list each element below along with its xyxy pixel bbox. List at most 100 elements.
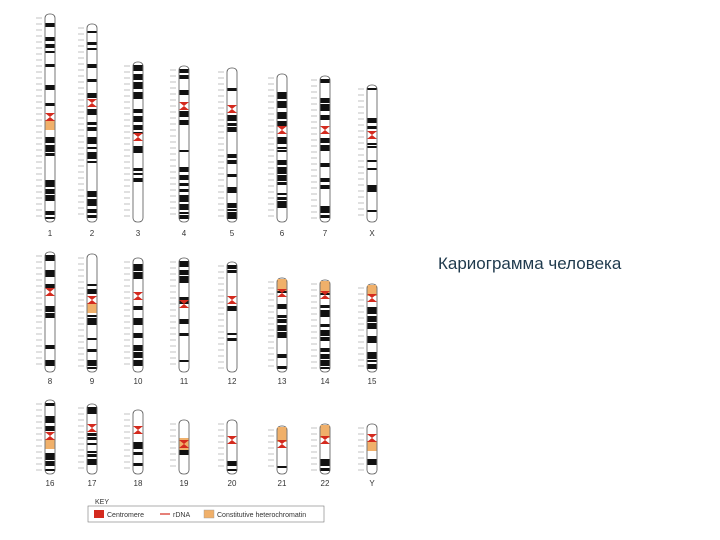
band	[133, 146, 143, 153]
band	[133, 109, 143, 113]
band	[87, 209, 97, 213]
band	[277, 197, 287, 200]
band	[227, 270, 237, 273]
band	[179, 167, 189, 172]
heterochromatin-block	[367, 285, 377, 296]
chromosome-body	[226, 419, 238, 475]
legend-swatch-heterochromatin	[203, 509, 215, 519]
heterochromatin-block	[320, 425, 330, 438]
band	[133, 82, 143, 89]
band	[179, 276, 189, 283]
band	[133, 178, 143, 182]
heterochromatin-block	[45, 120, 55, 130]
band	[179, 360, 189, 362]
legend-swatch-centromere	[94, 510, 104, 518]
chromosome-1: 1	[36, 13, 56, 238]
band	[87, 284, 97, 286]
band	[227, 333, 237, 335]
band	[320, 360, 330, 366]
centromere-marker	[320, 126, 330, 134]
band	[87, 152, 97, 159]
band	[367, 168, 377, 170]
band	[133, 74, 143, 80]
band	[179, 333, 189, 336]
band	[133, 318, 143, 325]
band	[87, 454, 97, 457]
band	[367, 352, 377, 359]
centromere-marker	[367, 434, 377, 442]
band	[227, 127, 237, 132]
band	[277, 92, 287, 99]
chromosome-label: 1	[48, 229, 53, 238]
band	[320, 79, 330, 83]
band	[179, 111, 189, 117]
band	[277, 175, 287, 181]
band	[227, 115, 237, 121]
chromosome-label: 13	[278, 377, 287, 386]
band	[367, 118, 377, 123]
chromosome-14: 14	[311, 279, 331, 386]
centromere-marker	[45, 113, 55, 121]
band	[87, 191, 97, 197]
band	[45, 145, 55, 152]
chromosome-label: X	[369, 229, 375, 238]
heterochromatin-block	[367, 441, 377, 451]
chromosome-label: 19	[180, 479, 189, 488]
chromosome-3: 3	[124, 61, 144, 238]
band	[87, 199, 97, 206]
band	[45, 453, 55, 460]
chromosome-body	[178, 257, 190, 373]
band	[87, 215, 97, 218]
band	[179, 261, 189, 267]
chromosome-22: 22	[311, 423, 331, 488]
chromosome-20: 20	[218, 419, 238, 488]
band	[45, 403, 55, 406]
band	[179, 75, 189, 79]
centromere-marker	[179, 102, 189, 110]
band	[367, 210, 377, 212]
band	[87, 451, 97, 453]
centromere-marker	[87, 424, 97, 432]
band	[87, 161, 97, 163]
band	[179, 183, 189, 186]
band	[367, 160, 377, 162]
band	[277, 101, 287, 108]
band	[87, 64, 97, 68]
chromosome-17: 17	[78, 403, 98, 488]
band	[133, 442, 143, 449]
band	[87, 109, 97, 115]
chromosome-label: 5	[230, 229, 235, 238]
band	[133, 345, 143, 351]
band	[45, 416, 55, 423]
band	[45, 64, 55, 67]
band	[45, 37, 55, 41]
centromere-marker	[320, 291, 330, 299]
band	[87, 459, 97, 465]
band	[45, 313, 55, 318]
chromosome-label: 10	[134, 377, 143, 386]
band	[45, 195, 55, 201]
band	[320, 348, 330, 352]
band	[367, 323, 377, 329]
band	[179, 90, 189, 95]
band	[277, 182, 287, 185]
band	[320, 178, 330, 182]
heterochromatin-block	[277, 279, 287, 291]
chromosome-19: 19	[170, 419, 190, 488]
band	[45, 426, 55, 431]
band	[133, 125, 143, 130]
band	[45, 217, 55, 219]
band	[179, 120, 189, 125]
band	[45, 306, 55, 312]
band	[45, 255, 55, 261]
chromosome-7: 7	[311, 75, 331, 238]
band	[87, 437, 97, 440]
band	[133, 463, 143, 466]
band	[45, 137, 55, 143]
band	[320, 215, 330, 218]
band	[320, 115, 330, 120]
band	[227, 88, 237, 91]
chromosome-label: 20	[228, 479, 237, 488]
band	[320, 330, 330, 336]
band	[45, 51, 55, 53]
